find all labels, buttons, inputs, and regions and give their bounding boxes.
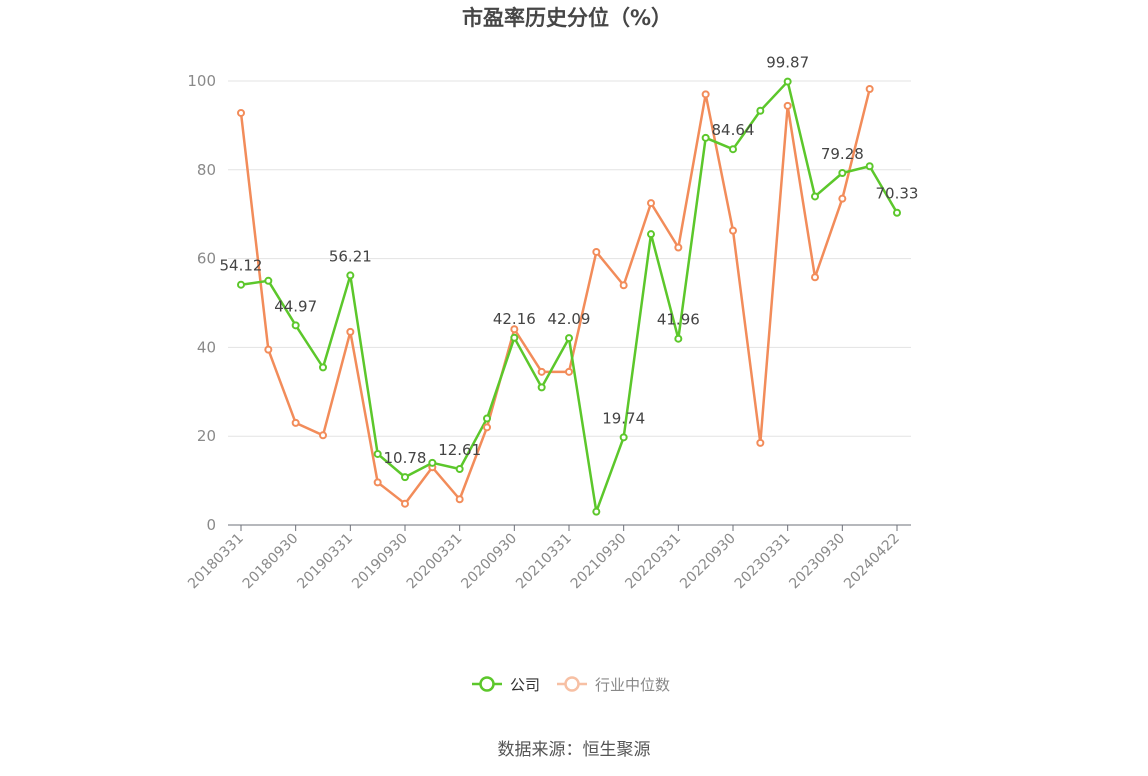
- data-point: [592, 507, 601, 516]
- x-tick-label: 20190930: [349, 531, 411, 593]
- data-labels: 54.12 44.97 56.21 10.78 12.61 42.16 42.09 19.74…: [220, 54, 919, 468]
- x-tick-label: 20210930: [568, 531, 630, 593]
- x-tick-label: 20180930: [240, 531, 302, 593]
- y-axis: 0 20 40 60 80 100: [187, 72, 216, 534]
- x-tick-label: 20220930: [677, 531, 739, 593]
- x-tick-label: 20220331: [622, 531, 684, 593]
- data-label: 99.87: [766, 54, 809, 72]
- legend-label: 公司: [510, 676, 540, 694]
- data-label: 42.16: [493, 310, 536, 328]
- legend-item-industry-median[interactable]: 行业中位数: [557, 676, 670, 694]
- data-point: [510, 325, 519, 334]
- data-point: [264, 276, 273, 285]
- data-label: 84.64: [712, 121, 755, 139]
- data-point: [619, 433, 628, 442]
- x-tick-label: 20210331: [513, 531, 575, 593]
- y-tick-label: 0: [206, 516, 216, 534]
- data-label: 42.09: [548, 310, 591, 328]
- data-point: [811, 273, 819, 282]
- data-label: 56.21: [329, 247, 372, 265]
- data-point: [729, 226, 737, 235]
- data-point: [619, 281, 628, 290]
- data-label: 41.96: [657, 311, 700, 329]
- y-tick-label: 60: [197, 250, 216, 268]
- data-point: [319, 363, 327, 372]
- data-point: [729, 145, 737, 154]
- data-point: [264, 345, 273, 354]
- y-tick-label: 80: [197, 161, 216, 179]
- data-point: [756, 106, 765, 115]
- data-point: [783, 77, 792, 86]
- data-label: 10.78: [384, 449, 427, 467]
- series-line-industry-median: [239, 88, 871, 505]
- legend-label: 行业中位数: [595, 676, 670, 694]
- data-point: [592, 247, 601, 256]
- data-point: [237, 280, 245, 289]
- data-point: [701, 133, 710, 142]
- data-point: [565, 367, 573, 376]
- data-point: [838, 194, 847, 203]
- data-label: 54.12: [220, 257, 263, 275]
- source-note: 数据来源：恒生聚源: [498, 740, 651, 760]
- data-point: [510, 333, 519, 342]
- data-point: [674, 334, 683, 343]
- data-point: [291, 321, 300, 330]
- series-points: [237, 77, 901, 516]
- data-point: [865, 162, 874, 171]
- y-tick-label: 20: [197, 427, 216, 445]
- data-point: [291, 418, 300, 427]
- data-point: [483, 423, 491, 432]
- data-label: 79.28: [821, 145, 864, 163]
- data-label: 70.33: [876, 185, 919, 203]
- legend-marker: [479, 676, 495, 692]
- x-tick-label: 20200930: [458, 531, 520, 593]
- data-point: [647, 199, 655, 208]
- data-label: 12.61: [438, 441, 481, 459]
- data-point: [838, 168, 847, 177]
- series-line-company: [240, 80, 899, 513]
- data-label: 44.97: [274, 297, 317, 315]
- series-lines: [239, 80, 899, 513]
- chart-title: 市盈率历史分位（%）: [462, 6, 672, 30]
- data-point: [674, 243, 683, 252]
- data-point: [346, 327, 355, 336]
- legend-marker: [564, 676, 580, 692]
- x-tick-label: 20200331: [404, 531, 466, 593]
- data-point: [455, 465, 464, 474]
- data-point: [483, 414, 491, 423]
- data-point: [455, 495, 464, 504]
- data-point: [565, 334, 573, 343]
- data-point: [865, 84, 874, 93]
- x-tick-label: 20230331: [732, 531, 794, 593]
- data-point: [237, 108, 245, 117]
- data-point: [373, 478, 382, 487]
- data-point: [319, 431, 327, 440]
- data-point: [647, 230, 655, 239]
- x-tick-label: 20190331: [294, 531, 356, 593]
- data-label: 19.74: [602, 409, 645, 427]
- data-point: [537, 383, 546, 392]
- y-tick-label: 100: [187, 72, 216, 90]
- data-point: [783, 101, 792, 110]
- data-point: [701, 90, 710, 99]
- data-point: [346, 271, 355, 280]
- data-point: [401, 499, 409, 508]
- x-axis: 2018033120180930201903312019093020200331…: [185, 524, 911, 593]
- legend[interactable]: 公司 行业中位数: [472, 676, 670, 694]
- data-point: [811, 192, 819, 201]
- data-point: [373, 449, 382, 458]
- legend-item-company[interactable]: 公司: [472, 676, 540, 694]
- x-tick-label: 20240422: [841, 531, 903, 593]
- data-point: [756, 438, 765, 447]
- data-point: [537, 367, 546, 376]
- x-tick-label: 20180331: [185, 531, 247, 593]
- x-tick-label: 20230930: [786, 531, 848, 593]
- data-point: [428, 458, 437, 467]
- y-tick-label: 40: [197, 338, 216, 356]
- data-point: [401, 473, 409, 482]
- data-point: [893, 208, 901, 217]
